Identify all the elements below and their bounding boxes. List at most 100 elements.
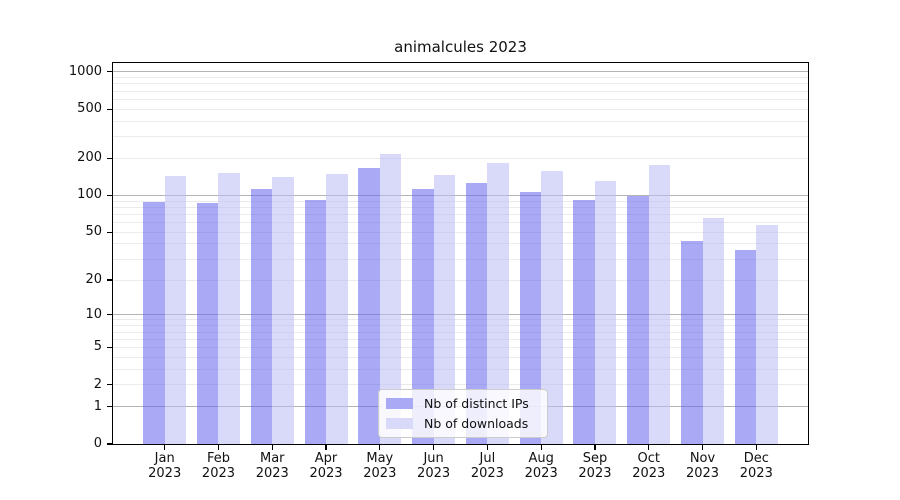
bar-distinct-ips (573, 200, 595, 444)
minor-gridline (113, 120, 808, 122)
minor-gridline (113, 90, 808, 92)
y-tick-label: 1000 (68, 63, 102, 79)
legend: Nb of distinct IPs Nb of downloads (378, 389, 548, 438)
bar-distinct-ips (465, 182, 488, 444)
bar-downloads (594, 180, 617, 444)
x-tick (379, 444, 381, 450)
minor-gridline (113, 319, 808, 321)
minor-gridline (113, 157, 808, 159)
y-tick-label: 0 (93, 436, 102, 451)
y-tick (107, 406, 113, 408)
y-tick-label: 10 (85, 306, 102, 322)
x-tick-label: Apr 2023 (309, 451, 343, 481)
x-tick (755, 444, 757, 450)
legend-item-downloads: Nb of downloads (386, 416, 547, 431)
minor-gridline (113, 346, 808, 348)
bar-distinct-ips (627, 195, 649, 444)
x-tick (433, 444, 435, 450)
minor-gridline (113, 279, 808, 281)
y-tick-label: 100 (77, 187, 102, 203)
minor-gridline (113, 368, 808, 370)
major-gridline (113, 314, 808, 316)
x-tick-label: May 2023 (363, 451, 397, 481)
bar-distinct-ips (519, 191, 542, 444)
x-tick (164, 444, 166, 450)
minor-gridline (113, 384, 808, 386)
x-tick-label: Nov 2023 (685, 451, 720, 481)
bar-downloads (433, 175, 456, 444)
y-tick-label: 5 (93, 339, 102, 355)
bar-downloads (326, 173, 348, 444)
minor-gridline (113, 83, 808, 85)
x-tick-label: Feb 2023 (201, 451, 236, 481)
y-tick (107, 314, 113, 316)
legend-label-downloads: Nb of downloads (424, 415, 529, 431)
y-tick-label: 200 (77, 150, 102, 166)
bar-distinct-ips (250, 189, 273, 444)
y-tick (107, 346, 113, 349)
bar-distinct-ips (358, 168, 380, 444)
minor-gridline (113, 200, 808, 202)
x-tick (701, 444, 704, 450)
minor-gridline (113, 231, 808, 233)
chart-title: animalcules 2023 (394, 38, 527, 56)
legend-label-distinct-ips: Nb of distinct IPs (424, 396, 529, 412)
bar-downloads (541, 170, 563, 444)
y-tick-label: 1 (93, 398, 102, 414)
y-tick (107, 279, 113, 281)
minor-gridline (113, 222, 808, 224)
y-tick (107, 108, 113, 110)
x-tick (540, 444, 542, 450)
bar-downloads (164, 175, 187, 444)
x-tick (594, 444, 596, 450)
bar-distinct-ips (304, 200, 327, 444)
legend-swatch-downloads-icon (386, 417, 413, 429)
y-tick-label: 500 (77, 101, 102, 117)
x-tick-label: Oct 2023 (632, 451, 666, 481)
x-tick-label: Jun 2023 (417, 451, 451, 481)
y-tick (107, 157, 113, 159)
major-gridline (113, 194, 808, 196)
minor-gridline (113, 206, 808, 208)
bar-downloads (648, 164, 671, 444)
y-tick (107, 231, 113, 233)
minor-gridline (113, 356, 808, 358)
bar-distinct-ips (734, 249, 757, 444)
minor-gridline (113, 136, 808, 138)
plot-area (113, 63, 808, 444)
minor-gridline (113, 108, 808, 110)
bar-downloads (218, 173, 240, 444)
y-tick-label: 2 (93, 376, 102, 392)
minor-gridline (113, 338, 808, 340)
bar-downloads (702, 217, 725, 444)
x-tick (486, 444, 488, 450)
major-gridline (113, 71, 808, 73)
x-tick-label: Mar 2023 (255, 451, 289, 481)
bar-distinct-ips (412, 189, 434, 444)
x-tick-label: Aug 2023 (524, 451, 558, 481)
gridline-layer (113, 63, 808, 444)
bar-downloads (379, 153, 402, 444)
bar-downloads (756, 225, 778, 444)
x-tick-label: Jul 2023 (470, 451, 504, 481)
x-tick (325, 444, 327, 450)
y-tick-label: 50 (85, 224, 102, 240)
y-tick (107, 71, 113, 73)
minor-gridline (113, 243, 808, 245)
minor-gridline (113, 77, 808, 79)
x-tick (217, 444, 220, 450)
y-tick (107, 194, 113, 197)
y-tick-label: 20 (85, 272, 102, 288)
y-tick (107, 443, 113, 445)
bar-layer (113, 63, 808, 444)
minor-gridline (113, 258, 808, 260)
x-tick-label: Jan 2023 (148, 451, 182, 481)
x-tick-label: Sep 2023 (578, 451, 612, 481)
minor-gridline (113, 331, 808, 333)
x-tick-label: Dec 2023 (739, 451, 773, 481)
y-tick (107, 384, 113, 386)
legend-item-distinct-ips: Nb of distinct IPs (386, 396, 547, 411)
bar-distinct-ips (196, 203, 219, 444)
bar-distinct-ips (681, 241, 703, 444)
